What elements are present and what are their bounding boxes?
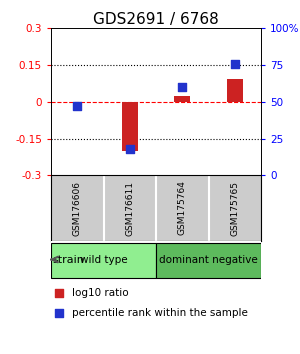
Bar (156, 243, 261, 278)
Point (75, 103, 80, 109)
Text: percentile rank within the sample: percentile rank within the sample (72, 308, 248, 318)
Text: wild type: wild type (80, 255, 127, 264)
Text: dominant negative: dominant negative (159, 255, 258, 264)
Point (180, 84, 185, 90)
Text: GSM175765: GSM175765 (230, 181, 239, 235)
Bar (174, 96, 190, 102)
Bar (51, 243, 156, 278)
Text: log10 ratio: log10 ratio (72, 288, 129, 298)
Text: strain: strain (52, 255, 84, 264)
Bar (227, 79, 243, 102)
Title: GDS2691 / 6768: GDS2691 / 6768 (93, 12, 219, 27)
Point (57, 310, 62, 316)
Text: GSM176606: GSM176606 (73, 181, 82, 235)
Point (232, 61, 237, 67)
Point (128, 146, 132, 152)
Text: GSM176611: GSM176611 (125, 181, 134, 235)
Point (57, 290, 62, 296)
Bar (122, 102, 138, 151)
Text: GSM175764: GSM175764 (178, 181, 187, 235)
